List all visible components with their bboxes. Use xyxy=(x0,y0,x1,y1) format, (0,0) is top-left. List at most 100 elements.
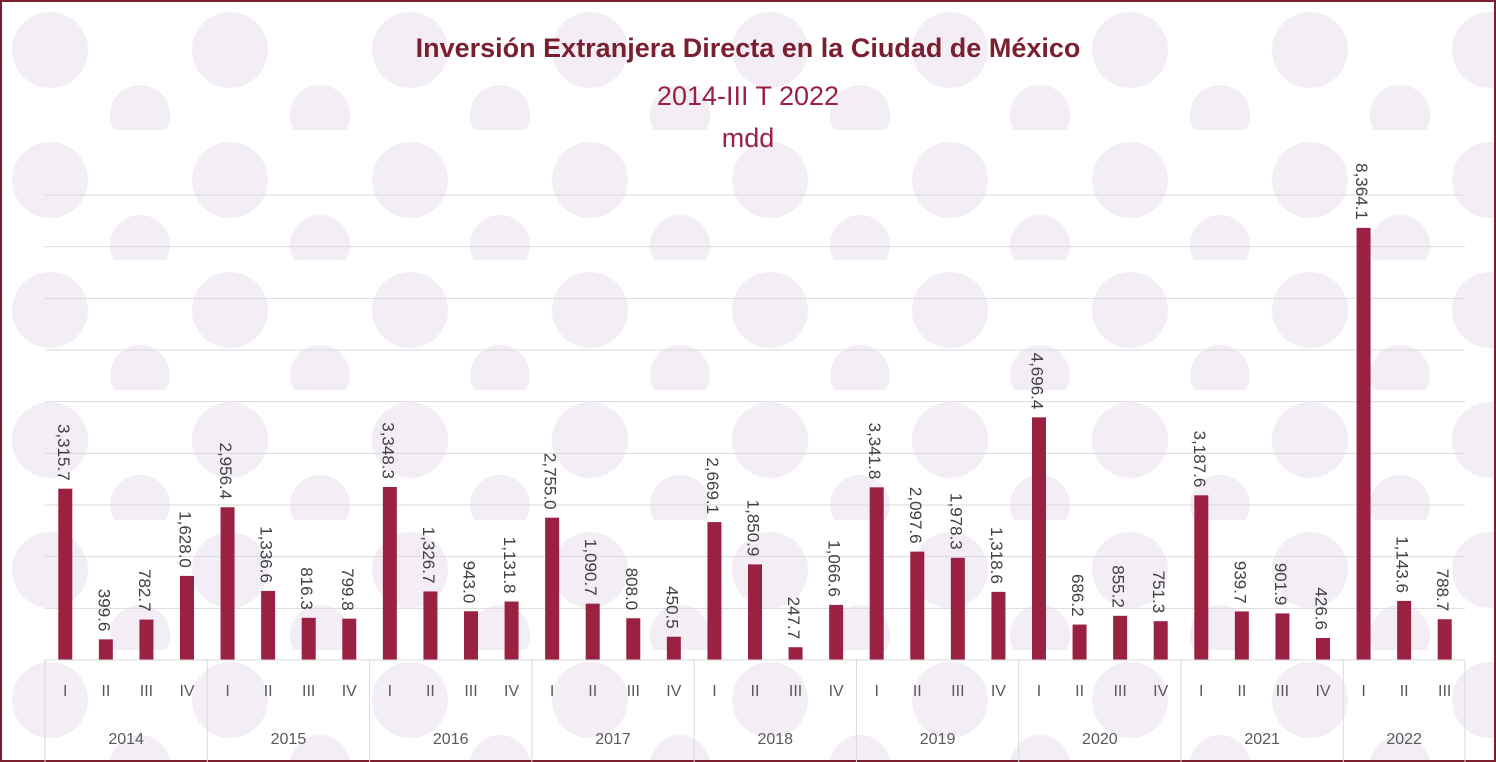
x-tick-label: II xyxy=(1237,683,1246,700)
value-label: 808.0 xyxy=(622,568,641,611)
x-tick-label: I xyxy=(1361,683,1365,700)
value-label: 782.7 xyxy=(135,569,154,612)
chart-subtitle: 2014-III T 2022 xyxy=(657,81,839,111)
group-label: 2016 xyxy=(433,731,469,748)
value-label: 1,326.7 xyxy=(419,527,438,584)
bar xyxy=(1072,624,1087,660)
value-label: 751.3 xyxy=(1149,571,1168,614)
bar xyxy=(910,551,925,660)
x-tick-label: I xyxy=(225,683,229,700)
bar xyxy=(1437,619,1452,660)
x-tick-label: III xyxy=(951,683,964,700)
bar xyxy=(464,611,478,660)
value-label: 1,131.8 xyxy=(500,537,519,594)
x-tick-label: IV xyxy=(504,683,519,700)
bar xyxy=(585,603,600,660)
x-tick-label: I xyxy=(388,683,392,700)
value-label: 1,066.6 xyxy=(825,540,844,597)
value-label: 426.6 xyxy=(1312,587,1331,630)
value-label: 2,669.1 xyxy=(703,457,722,514)
bar xyxy=(1356,227,1371,660)
x-tick-label: II xyxy=(101,683,110,700)
x-tick-label: I xyxy=(712,683,716,700)
bar xyxy=(98,639,113,660)
x-tick-label: III xyxy=(464,683,477,700)
value-label: 450.5 xyxy=(662,586,681,629)
x-tick-label: II xyxy=(1400,683,1409,700)
x-tick-label: III xyxy=(302,683,315,700)
value-label: 1,318.6 xyxy=(987,527,1006,584)
group-label: 2020 xyxy=(1082,731,1118,748)
group-label: 2014 xyxy=(108,731,144,748)
x-tick-label: III xyxy=(627,683,640,700)
bar xyxy=(180,575,194,660)
x-tick-label: III xyxy=(1276,683,1289,700)
value-label: 939.7 xyxy=(1230,561,1249,604)
bar xyxy=(788,647,803,660)
value-label: 2,755.0 xyxy=(541,453,560,510)
value-label: 3,187.6 xyxy=(1190,431,1209,488)
x-tick-label: I xyxy=(63,683,67,700)
x-tick-label: I xyxy=(550,683,554,700)
bar xyxy=(707,522,722,660)
bar xyxy=(423,591,438,660)
value-label: 855.2 xyxy=(1109,565,1128,608)
value-label: 901.9 xyxy=(1271,563,1290,606)
unit-label: mdd xyxy=(722,123,775,153)
value-label: 1,336.6 xyxy=(257,526,276,583)
bar xyxy=(748,564,762,660)
value-label: 2,956.4 xyxy=(216,443,235,500)
bar xyxy=(829,604,844,660)
bar xyxy=(626,618,641,660)
value-label: 1,628.0 xyxy=(176,511,195,568)
bar xyxy=(139,619,154,660)
x-tick-label: III xyxy=(1113,683,1126,700)
value-label: 3,348.3 xyxy=(378,422,397,479)
bar xyxy=(1113,615,1128,660)
bar xyxy=(1234,611,1249,660)
bar xyxy=(342,618,357,660)
value-label: 3,341.8 xyxy=(865,423,884,480)
x-tick-label: II xyxy=(588,683,597,700)
value-label: 799.8 xyxy=(338,568,357,611)
group-label: 2015 xyxy=(271,731,307,748)
bar xyxy=(1194,495,1209,660)
value-label: 1,978.3 xyxy=(946,493,965,550)
x-tick-label: III xyxy=(1438,683,1451,700)
bar xyxy=(991,591,1006,660)
bar xyxy=(950,557,965,660)
bar xyxy=(545,517,560,660)
x-tick-label: II xyxy=(913,683,922,700)
value-label: 2,097.6 xyxy=(906,487,925,544)
bar xyxy=(1316,637,1330,660)
x-tick-label: II xyxy=(1075,683,1084,700)
value-label: 1,850.9 xyxy=(744,500,763,557)
value-label: 1,143.6 xyxy=(1393,536,1412,593)
value-label: 686.2 xyxy=(1068,574,1087,617)
x-tick-label: IV xyxy=(666,683,681,700)
bar xyxy=(220,507,235,660)
value-label: 816.3 xyxy=(297,567,316,610)
value-label: 4,696.4 xyxy=(1028,353,1047,410)
bar xyxy=(1397,600,1412,660)
bar xyxy=(1153,621,1168,660)
x-tick-label: IV xyxy=(991,683,1006,700)
bar xyxy=(301,617,316,660)
value-label: 399.6 xyxy=(94,589,113,632)
x-tick-label: IV xyxy=(1315,683,1330,700)
bar xyxy=(382,487,397,660)
x-tick-label: II xyxy=(264,683,273,700)
x-tick-label: III xyxy=(140,683,153,700)
bar xyxy=(58,488,73,660)
bar xyxy=(1032,417,1046,660)
x-tick-label: I xyxy=(1199,683,1203,700)
bar xyxy=(1275,613,1290,660)
x-tick-label: III xyxy=(789,683,802,700)
bar xyxy=(504,601,519,660)
x-tick-label: II xyxy=(426,683,435,700)
group-label: 2022 xyxy=(1386,731,1422,748)
value-label: 1,090.7 xyxy=(581,539,600,596)
x-tick-label: I xyxy=(874,683,878,700)
